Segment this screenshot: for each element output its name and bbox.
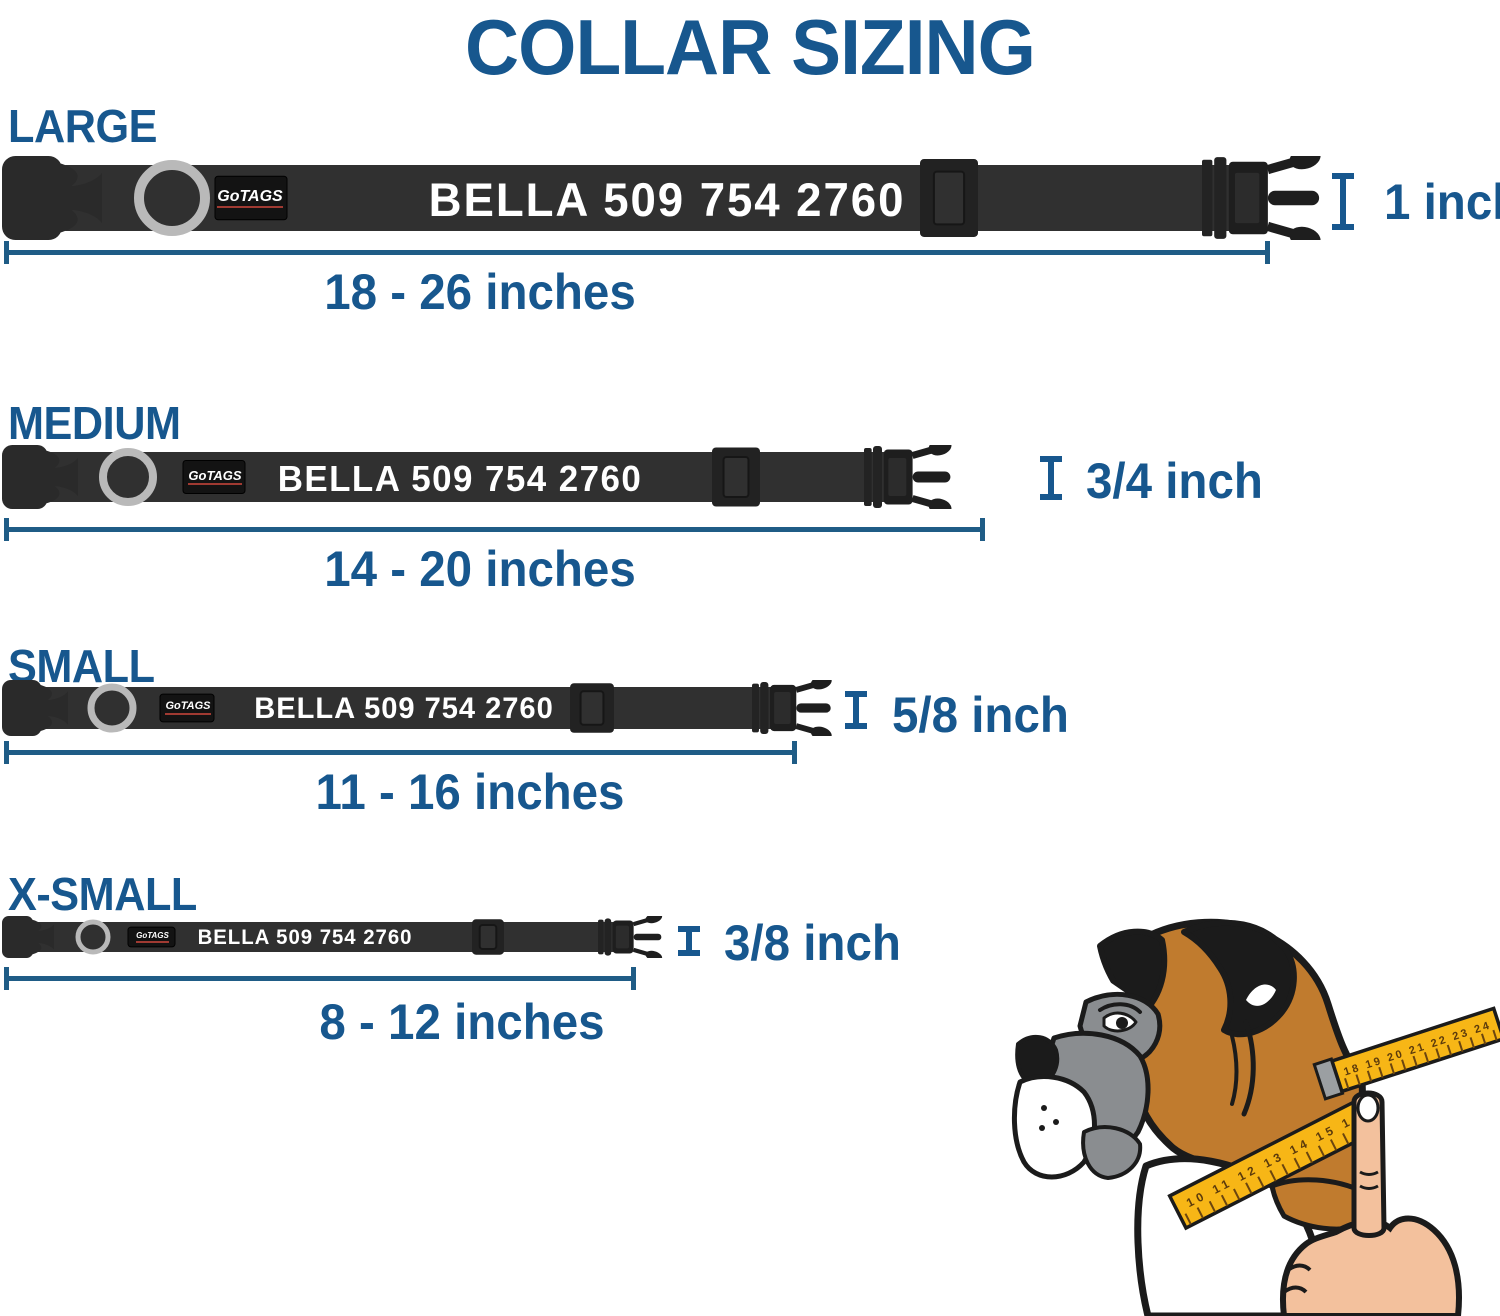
buckle-male-ridge <box>752 683 759 733</box>
width-label-xsmall: 3/8 inch <box>724 915 901 971</box>
dog-whisker-dot <box>1041 1105 1047 1111</box>
buckle-female-tab <box>38 684 68 732</box>
slider-inner <box>579 690 605 726</box>
buckle-male-body-inner <box>615 925 630 949</box>
brand-logo-text: GoTAGS <box>188 468 242 485</box>
hand <box>1280 1090 1462 1316</box>
length-line-xsmall <box>4 967 636 990</box>
dog-ear-left-icon <box>1097 928 1168 1017</box>
collar-band <box>49 452 901 502</box>
collar-text-small: BELLA 509 754 2760 <box>254 692 554 725</box>
buckle-female-tab <box>44 450 78 504</box>
width-label-large: 1 inch <box>1384 174 1500 230</box>
width-marker-small <box>845 691 867 729</box>
brand-logo-text: GoTAGS <box>165 701 211 715</box>
buckle-male-ridge <box>604 918 612 956</box>
d-ring <box>75 919 111 955</box>
buckle-male-ridge <box>873 446 882 508</box>
hand-knuckles <box>1282 1263 1312 1294</box>
dog-whisker-dot <box>1039 1125 1045 1131</box>
brand-patch <box>214 175 288 221</box>
width-marker-medium <box>1040 456 1062 500</box>
buckle-female <box>2 916 34 958</box>
brand-patch-medium: GoTAGS <box>184 460 246 494</box>
buckle-prong-top <box>1266 156 1321 175</box>
brand-patch-xsmall: GoTAGS <box>129 927 176 947</box>
slider-inner <box>478 924 498 950</box>
buckle-prong-bottom <box>632 947 663 958</box>
finger-creases <box>1359 1170 1379 1190</box>
dog-nose <box>1015 1034 1060 1087</box>
collar-text-xsmall: BELLA 509 754 2760 <box>197 926 413 949</box>
dog-ear-right-notch <box>1246 984 1276 1006</box>
buckle-male-ridge <box>760 681 769 735</box>
d-ring <box>134 160 210 236</box>
size-label-medium: MEDIUM <box>8 397 181 449</box>
collar-medium <box>2 445 952 509</box>
length-line-small <box>4 741 797 764</box>
slider-inner <box>722 456 750 498</box>
buckle-prong-middle <box>912 471 951 483</box>
brand-logo-text: GoTAGS <box>136 931 169 943</box>
buckle-prong-bottom <box>795 723 832 736</box>
range-label-xsmall: 8 - 12 inches <box>319 994 605 1050</box>
buckle-male-ridge <box>1202 159 1213 237</box>
buckle-prong-top <box>911 445 952 459</box>
length-line-large <box>4 241 1270 264</box>
dog-cheek-crease <box>1241 1019 1256 1117</box>
width-marker-large <box>1332 173 1354 230</box>
dog-pupil <box>1116 1017 1128 1029</box>
buckle-prong-middle <box>633 933 662 941</box>
slider-inner <box>932 170 966 226</box>
width-marker-xsmall <box>678 926 700 956</box>
width-label-small: 5/8 inch <box>892 687 1069 743</box>
collar-text-large: BELLA 509 754 2760 <box>428 173 906 226</box>
range-label-large: 18 - 26 inches <box>324 264 636 320</box>
buckle-male-body-inner <box>1234 172 1260 224</box>
buckle-male-ridge <box>598 919 604 955</box>
dog-chin <box>1081 1125 1143 1180</box>
buckle-prong-bottom <box>1266 221 1321 240</box>
buckle-female-tab <box>31 919 54 955</box>
d-ring <box>99 448 157 506</box>
buckle-female-tab <box>58 162 102 234</box>
length-line-medium <box>4 518 985 541</box>
hand-palm <box>1280 1215 1462 1316</box>
buckle-prong-top <box>632 916 663 927</box>
buckle-female <box>2 445 48 509</box>
buckle-male-body-inner <box>774 692 791 724</box>
dog-whisker-dot <box>1053 1119 1059 1125</box>
collar-large <box>2 156 1321 240</box>
buckle-female <box>2 156 62 240</box>
brand-patch-small: GoTAGS <box>161 694 215 722</box>
buckle-prong-bottom <box>911 495 952 509</box>
collar-text-medium: BELLA 509 754 2760 <box>277 458 643 499</box>
buckle-male-ridge <box>1214 157 1227 239</box>
buckle-female <box>2 680 42 736</box>
buckle-prong-middle <box>1267 190 1320 206</box>
buckle-prong-middle <box>796 703 831 713</box>
dog-jowl <box>1011 1074 1097 1180</box>
fingernail <box>1356 1093 1380 1123</box>
buckle-male-ridge <box>864 448 872 506</box>
size-label-xsmall: X-SMALL <box>8 868 197 920</box>
page-title: COLLAR SIZING <box>465 3 1036 91</box>
buckle-male-body-inner <box>888 458 907 496</box>
index-finger <box>1351 1090 1387 1238</box>
dog-brow-line <box>1098 1002 1142 1014</box>
d-ring <box>87 683 137 733</box>
dog-cheek-crease <box>1230 1034 1239 1106</box>
dog-ear-right-icon <box>1181 919 1297 1038</box>
size-label-large: LARGE <box>8 100 157 152</box>
brand-patch-large: GoTAGS <box>215 177 285 219</box>
buckle-prong-top <box>795 680 832 693</box>
dog-illustration: 10 11 12 13 14 15 16 18 19 20 21 22 23 2… <box>1011 918 1500 1316</box>
width-label-medium: 3/4 inch <box>1086 453 1263 509</box>
brand-patch <box>182 460 246 494</box>
range-label-small: 11 - 16 inches <box>315 764 625 820</box>
range-label-medium: 14 - 20 inches <box>324 541 636 597</box>
brand-logo-text: GoTAGS <box>217 188 283 208</box>
collar-xsmall <box>2 916 663 958</box>
